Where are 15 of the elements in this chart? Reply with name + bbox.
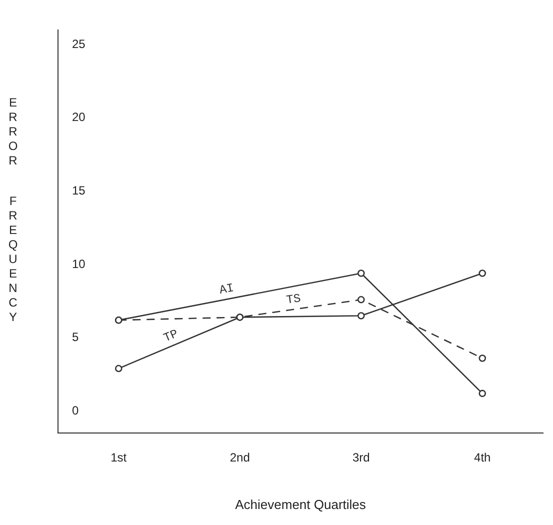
text: TP bbox=[162, 326, 180, 346]
y-tick-label: 10 bbox=[72, 256, 86, 271]
y-tick-label: 15 bbox=[72, 184, 86, 198]
x-tick-label: 1st bbox=[110, 450, 128, 465]
y-tick-label: 20 bbox=[72, 110, 86, 124]
x-tick-label: 2nd bbox=[230, 450, 250, 465]
x-tick-label: 3rd bbox=[352, 450, 370, 465]
text: ERROR FREQUENCY bbox=[8, 95, 18, 324]
text: AI bbox=[218, 281, 236, 298]
y-tick-label: 25 bbox=[72, 36, 86, 51]
x-tick-label: 4th bbox=[474, 450, 491, 465]
y-tick-label: 0 bbox=[72, 403, 79, 418]
y-tick-label: 5 bbox=[72, 330, 79, 344]
x-axis-title: Achievement Quartiles bbox=[235, 496, 366, 512]
text: TS bbox=[285, 292, 302, 308]
